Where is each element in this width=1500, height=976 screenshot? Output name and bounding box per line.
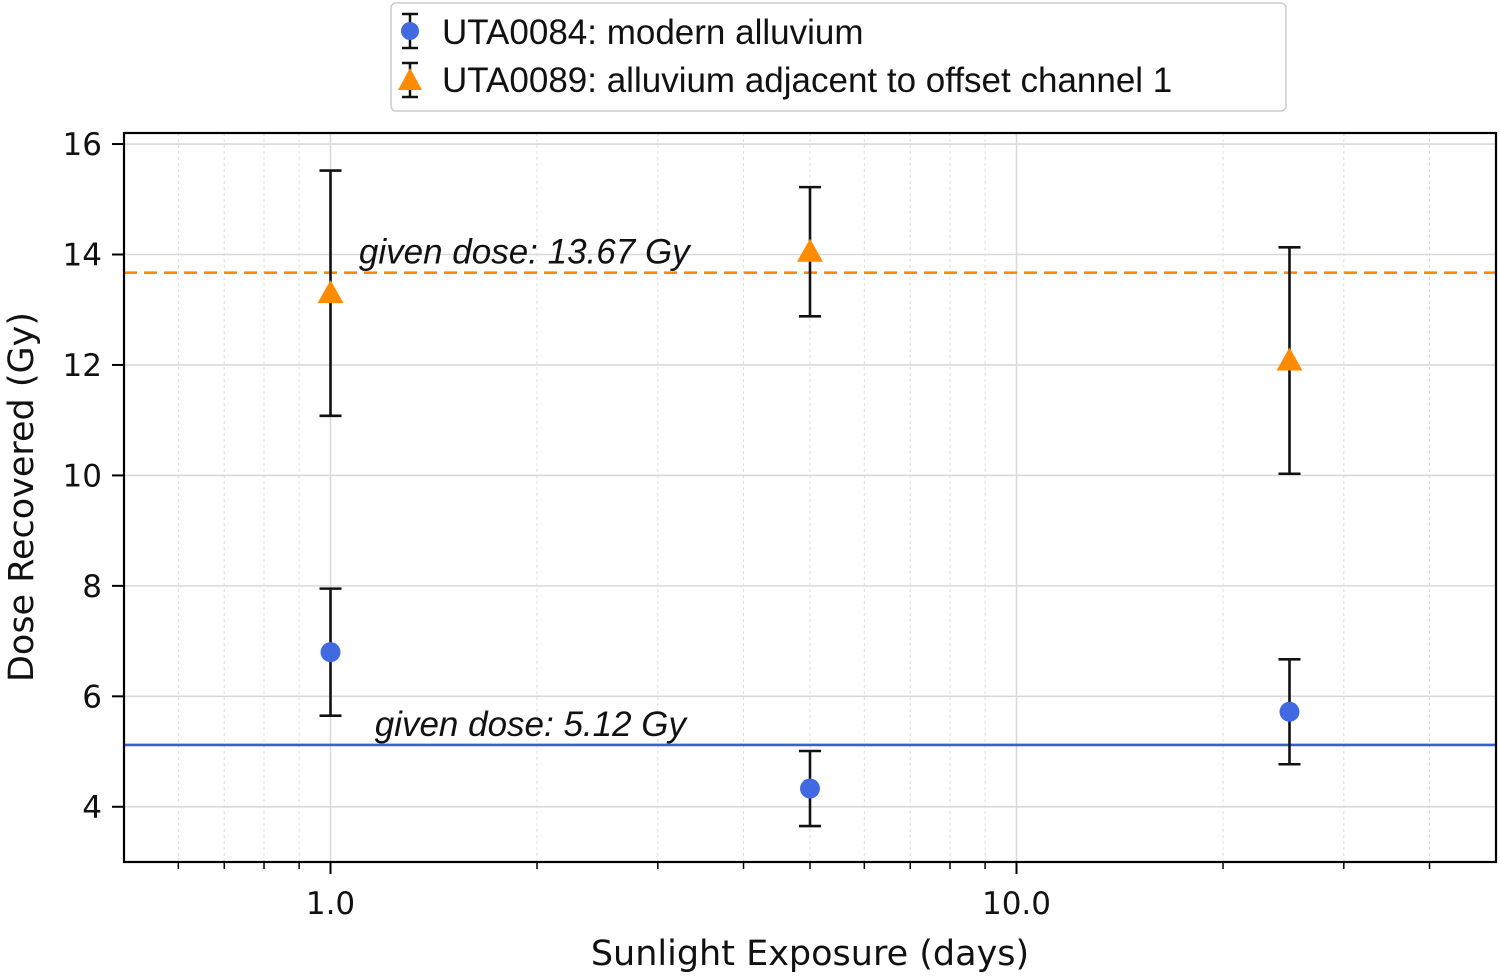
y-tick-label: 4: [82, 790, 102, 826]
legend-label-uta0084: UTA0084: modern alluvium: [442, 13, 864, 52]
y-tick-label: 6: [82, 679, 102, 715]
x-tick-label: 1.0: [306, 886, 355, 922]
reference-line-label-0: given dose: 13.67 Gy: [359, 233, 692, 272]
x-tick-label: 10.0: [982, 886, 1051, 922]
data-point-series1-point1: [797, 238, 823, 262]
data-point-series1-point0: [317, 280, 344, 304]
legend-marker-triangle: [398, 68, 422, 90]
reference-line-label-1: given dose: 5.12 Gy: [375, 705, 689, 744]
y-tick-label: 14: [63, 238, 102, 274]
series-layer: [317, 169, 1303, 828]
legend-box: [390, 2, 1287, 112]
y-tick-label: 10: [63, 458, 102, 494]
y-tick-label: 16: [63, 127, 102, 163]
data-point-series0-point1: [800, 778, 820, 799]
reference-lines: given dose: 13.67 Gy given dose: 5.12 Gy: [124, 233, 1496, 747]
legend-marker-circle: [401, 22, 419, 40]
legend-entry-uta0089: UTA0089: alluvium adjacent to offset cha…: [398, 61, 1172, 100]
legend: UTA0084: modern alluvium UTA0089: alluvi…: [390, 2, 1287, 112]
axis-ticks: 1.0 10.0 4 6 8 10 12 14 16: [63, 127, 1431, 922]
x-axis-label: Sunlight Exposure (days): [591, 934, 1029, 974]
legend-label-uta0089: UTA0089: alluvium adjacent to offset cha…: [442, 61, 1172, 100]
y-axis-label: Dose Recovered (Gy): [2, 312, 42, 682]
data-point-series1-point2: [1276, 347, 1303, 371]
legend-entry-uta0084: UTA0084: modern alluvium: [401, 12, 864, 52]
y-tick-label: 12: [63, 348, 102, 384]
data-point-series0-point2: [1279, 701, 1300, 722]
data-point-series0-point0: [320, 642, 341, 663]
y-tick-label: 8: [82, 569, 102, 605]
